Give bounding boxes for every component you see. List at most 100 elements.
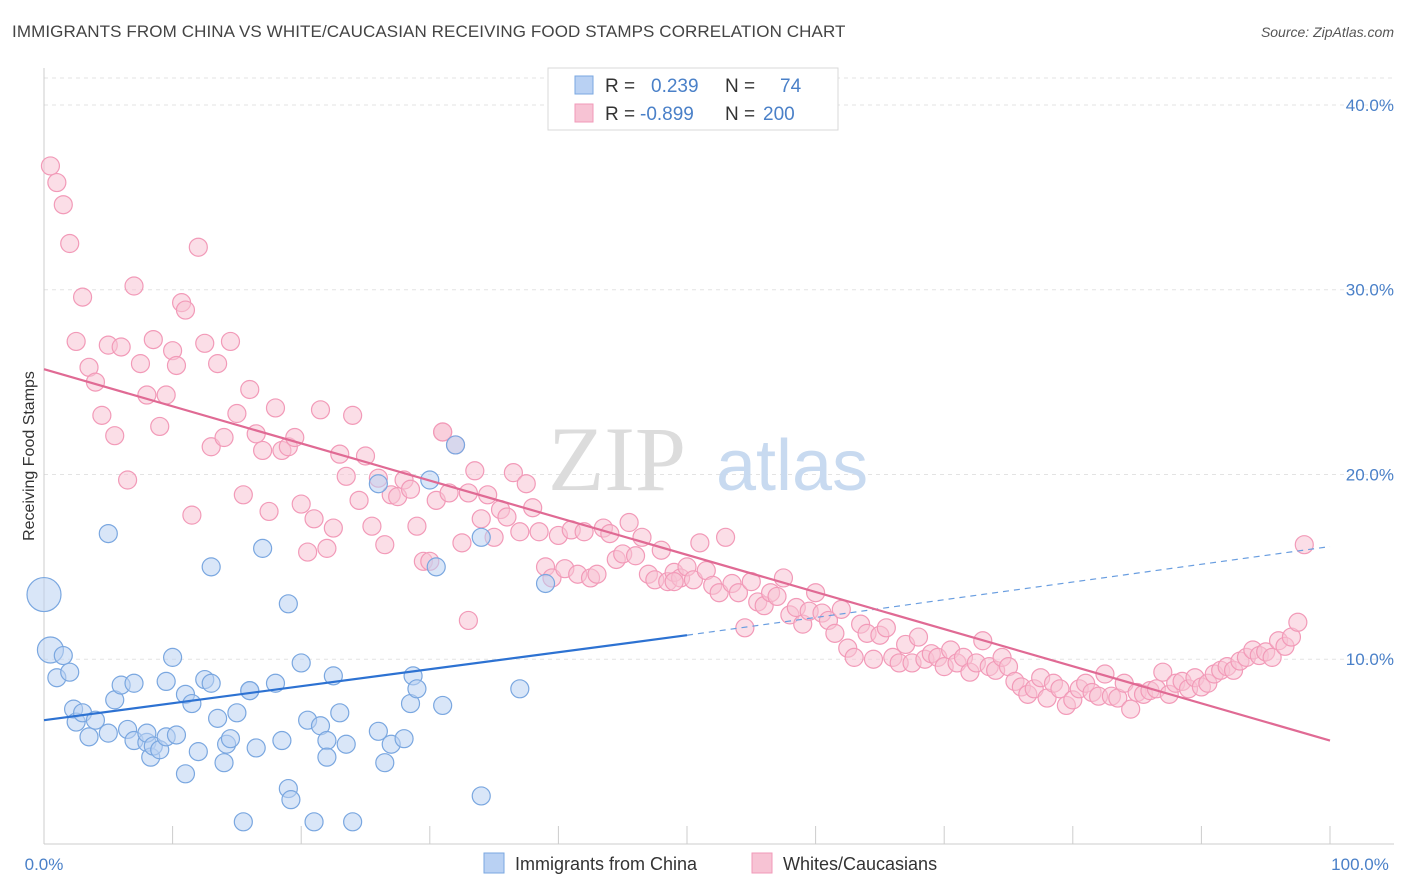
data-point: [471, 509, 491, 529]
chart-title: IMMIGRANTS FROM CHINA VS WHITE/CAUCASIAN…: [12, 22, 846, 41]
watermark-zip: ZIP: [548, 408, 686, 510]
data-point: [368, 474, 388, 494]
legend-r-value-whites: -0.899: [640, 104, 694, 125]
data-point: [195, 333, 215, 353]
data-point: [182, 505, 202, 525]
data-point: [26, 576, 62, 613]
data-point: [53, 645, 73, 666]
data-point: [272, 730, 292, 751]
data-point: [201, 557, 221, 577]
data-point: [330, 703, 350, 723]
data-point: [844, 647, 864, 667]
trend-line-whites: [43, 368, 1331, 742]
series-immigrants-from-china: [26, 435, 556, 832]
data-point: [188, 237, 208, 257]
data-point: [317, 747, 337, 767]
data-point: [407, 516, 427, 536]
data-point: [117, 470, 138, 490]
data-point: [227, 403, 247, 424]
gridlines: [44, 77, 1394, 660]
data-point: [259, 501, 279, 522]
data-point: [1050, 679, 1070, 699]
data-point: [863, 649, 884, 669]
data-point: [265, 673, 286, 693]
data-point: [619, 512, 639, 533]
data-point: [1153, 662, 1173, 682]
data-point: [60, 233, 80, 254]
data-point: [336, 466, 356, 486]
data-point: [124, 276, 144, 296]
data-point: [143, 330, 163, 350]
data-point: [156, 385, 176, 405]
legend-r-value-china: 0.239: [651, 76, 699, 97]
data-point: [715, 527, 736, 547]
data-point: [709, 583, 729, 603]
data-point: [150, 416, 170, 437]
data-point: [368, 721, 388, 741]
legend-r-label-china: R =: [605, 76, 635, 97]
data-point: [182, 693, 202, 714]
legend-bottom-label-whites: Whites/Caucasians: [783, 854, 937, 874]
data-point: [625, 546, 646, 566]
legend-swatch-whites: [574, 103, 594, 123]
data-point: [690, 533, 710, 553]
data-point: [188, 742, 208, 762]
data-point: [201, 437, 221, 457]
data-point: [336, 734, 356, 754]
data-point: [40, 156, 61, 176]
trend-line-china-extension: [686, 545, 1331, 636]
data-point: [156, 671, 176, 692]
data-point: [166, 355, 187, 376]
data-point: [433, 422, 453, 442]
legend-bottom: Immigrants from China Whites/Caucasians: [483, 852, 937, 874]
data-point: [278, 594, 298, 614]
data-point: [394, 729, 414, 749]
data-point: [66, 331, 86, 352]
data-point: [728, 583, 749, 603]
data-point: [503, 463, 523, 483]
data-point: [265, 398, 286, 418]
data-point: [317, 538, 337, 558]
data-point: [304, 509, 324, 529]
data-point: [124, 673, 144, 693]
data-point: [130, 354, 151, 374]
data-point: [400, 479, 421, 499]
legend-bottom-swatch-whites: [751, 852, 773, 874]
data-point: [214, 753, 234, 773]
y-tick-label: 30.0%: [1346, 281, 1394, 300]
data-point: [516, 474, 536, 494]
legend-n-value-china: 74: [780, 76, 802, 97]
data-point: [47, 172, 67, 193]
data-point: [349, 490, 369, 510]
data-point: [105, 426, 125, 446]
data-point: [510, 679, 530, 699]
data-point: [375, 535, 395, 555]
x-tick-label-max: 100.0%: [1331, 855, 1389, 874]
data-point: [471, 527, 491, 547]
data-point: [831, 599, 851, 619]
data-point: [497, 507, 517, 527]
data-point: [214, 427, 234, 448]
data-point: [433, 695, 453, 716]
data-point: [458, 483, 478, 503]
data-point: [98, 723, 118, 743]
data-point: [458, 610, 478, 631]
data-point: [201, 673, 221, 693]
y-tick-label: 10.0%: [1346, 650, 1394, 669]
data-point: [323, 518, 343, 538]
data-point: [246, 738, 266, 758]
data-point: [92, 405, 112, 425]
legend-swatch-china: [574, 75, 594, 95]
data-point: [445, 435, 466, 455]
legend-bottom-label-china: Immigrants from China: [515, 854, 698, 874]
data-point: [163, 647, 183, 667]
data-point: [407, 679, 427, 699]
data-point: [233, 812, 253, 832]
y-tick-label: 40.0%: [1346, 96, 1394, 115]
legend-n-label-whites: N =: [725, 104, 755, 125]
data-point: [1288, 612, 1308, 632]
data-point: [85, 710, 106, 730]
data-point: [452, 533, 472, 553]
data-point: [343, 405, 363, 425]
